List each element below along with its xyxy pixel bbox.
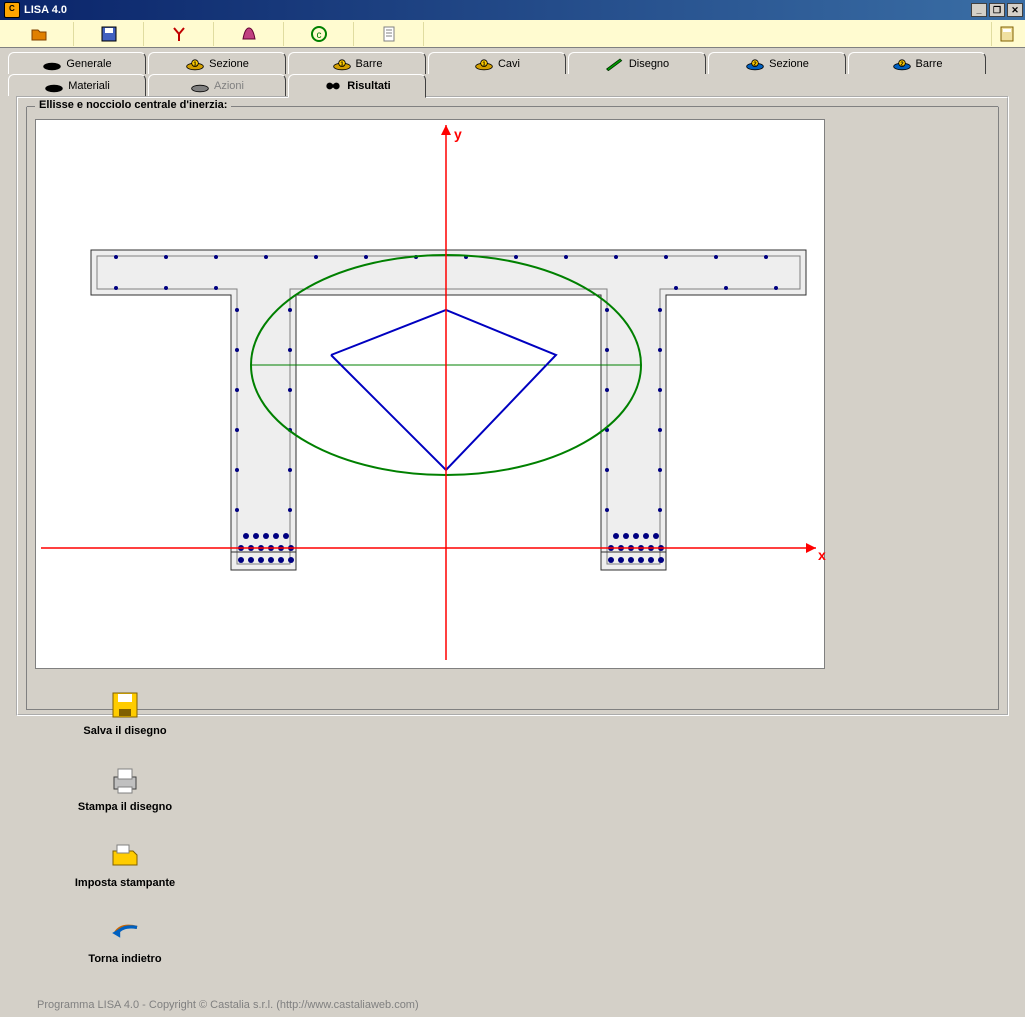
tab-azioni: Azioni	[148, 74, 286, 96]
window-title: LISA 4.0	[24, 4, 67, 16]
svg-text:y: y	[454, 126, 462, 142]
tb-save[interactable]	[74, 22, 144, 46]
tab-label: Barre	[356, 58, 383, 70]
svg-text:c: c	[316, 30, 321, 41]
drawing-groupbox: Ellisse e nocciolo centrale d'inerzia: x…	[26, 106, 999, 710]
tabs: Generale 1 Sezione 1 Barre 1 Cavi Disegno…	[0, 48, 1025, 716]
side-panel: Salva il disegno Stampa il disegno Imposta…	[35, 669, 205, 993]
printer-setup-icon	[109, 841, 141, 873]
drawing-canvas: xy	[35, 119, 825, 669]
minimize-button[interactable]: _	[971, 3, 987, 17]
side-label: Torna indietro	[88, 953, 161, 965]
tab-disegno[interactable]: Disegno	[568, 52, 706, 74]
tab-label: Materiali	[68, 80, 110, 92]
titlebar: LISA 4.0 _ ❐ ✕	[0, 0, 1025, 20]
tab-sezione[interactable]: 1 Sezione	[148, 52, 286, 74]
tab-label: Sezione	[769, 58, 809, 70]
side-printer-setup[interactable]: Imposta stampante	[45, 841, 205, 889]
app-icon	[4, 2, 20, 18]
svg-text:x: x	[818, 547, 826, 563]
tab-risultati[interactable]: Risultati	[288, 74, 426, 98]
print-icon	[109, 765, 141, 797]
tb-calc[interactable]	[991, 22, 1021, 46]
close-button[interactable]: ✕	[1007, 3, 1023, 17]
side-label: Imposta stampante	[75, 877, 175, 889]
tab-label: Risultati	[347, 80, 390, 92]
side-save[interactable]: Salva il disegno	[45, 689, 205, 737]
tab-sezione[interactable]: 2 Sezione	[708, 52, 846, 74]
save-icon	[109, 689, 141, 721]
side-label: Stampa il disegno	[78, 801, 172, 813]
tab-label: Cavi	[498, 58, 520, 70]
restore-button[interactable]: ❐	[989, 3, 1005, 17]
tab-materiali[interactable]: Materiali	[8, 74, 146, 96]
tb-copyright[interactable]: c	[284, 22, 354, 46]
side-print[interactable]: Stampa il disegno	[45, 765, 205, 813]
back-icon	[109, 917, 141, 949]
tb-tool4[interactable]	[214, 22, 284, 46]
groupbox-legend: Ellisse e nocciolo centrale d'inerzia:	[35, 99, 231, 111]
tb-doc[interactable]	[354, 22, 424, 46]
side-label: Salva il disegno	[83, 725, 166, 737]
tab-label: Barre	[916, 58, 943, 70]
tab-label: Azioni	[214, 80, 244, 92]
tab-label: Generale	[66, 58, 111, 70]
toolbar: c	[0, 20, 1025, 48]
tb-open[interactable]	[4, 22, 74, 46]
side-back[interactable]: Torna indietro	[45, 917, 205, 965]
tab-barre[interactable]: 2 Barre	[848, 52, 986, 74]
content-frame: Ellisse e nocciolo centrale d'inerzia: x…	[16, 96, 1009, 716]
tab-cavi[interactable]: 1 Cavi	[428, 52, 566, 74]
tab-label: Disegno	[629, 58, 669, 70]
window-controls: _ ❐ ✕	[969, 3, 1023, 17]
tab-label: Sezione	[209, 58, 249, 70]
tab-barre[interactable]: 1 Barre	[288, 52, 426, 74]
footer: Programma LISA 4.0 - Copyright © Castali…	[35, 993, 990, 1017]
tb-tool3[interactable]	[144, 22, 214, 46]
tab-generale[interactable]: Generale	[8, 52, 146, 74]
